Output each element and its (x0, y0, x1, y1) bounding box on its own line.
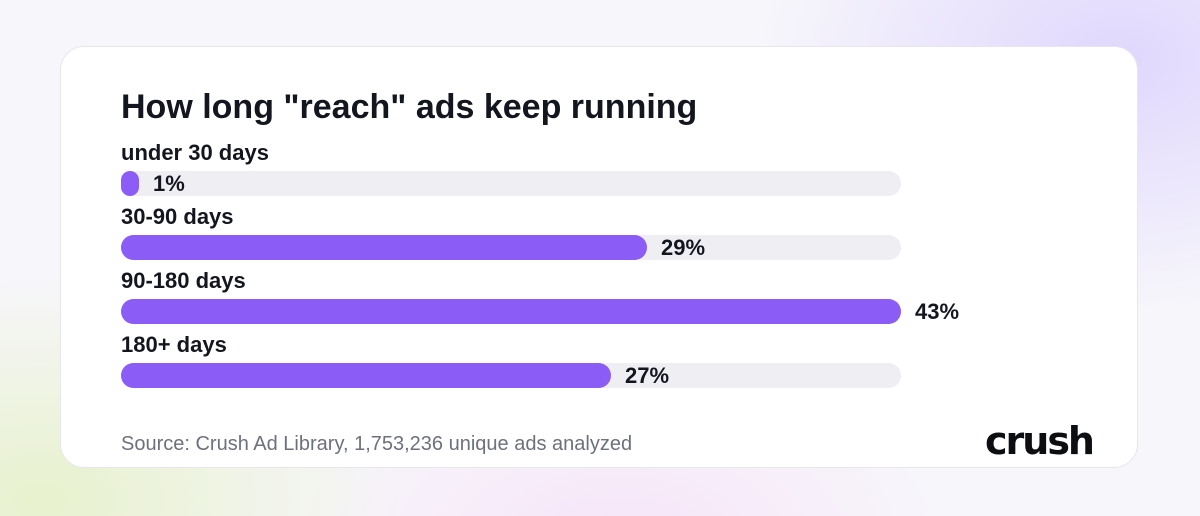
bar-fill (121, 235, 647, 260)
bar-value-label: 43% (915, 299, 960, 324)
bar-fill (121, 363, 611, 388)
bar-category-label: 180+ days (121, 332, 227, 357)
crush-logo: crush (985, 419, 1095, 463)
bar-row: under 30 days 1% (121, 139, 1021, 203)
bar-value-label: 27% (625, 363, 670, 388)
bar-track (121, 299, 901, 324)
bar-category-label: under 30 days (121, 140, 269, 165)
bar-chart: under 30 days 1% 30-90 days 29% 90-180 days 4… (121, 139, 1021, 395)
bar-value-label: 29% (661, 235, 706, 260)
bar-category-label: 90-180 days (121, 268, 246, 293)
bar-value-label: 1% (153, 171, 185, 196)
bar-row: 30-90 days 29% (121, 203, 1021, 267)
source-note: Source: Crush Ad Library, 1,753,236 uniq… (121, 433, 633, 455)
bar-fill (121, 171, 139, 196)
bar-track (121, 235, 901, 260)
chart-card: How long "reach" ads keep running under … (60, 46, 1138, 468)
bar-track (121, 171, 901, 196)
bar-row: 180+ days 27% (121, 331, 1021, 395)
bar-track (121, 363, 901, 388)
chart-title: How long "reach" ads keep running (121, 88, 698, 126)
bar-fill (121, 299, 901, 324)
bar-category-label: 30-90 days (121, 204, 234, 229)
bar-row: 90-180 days 43% (121, 267, 1021, 331)
